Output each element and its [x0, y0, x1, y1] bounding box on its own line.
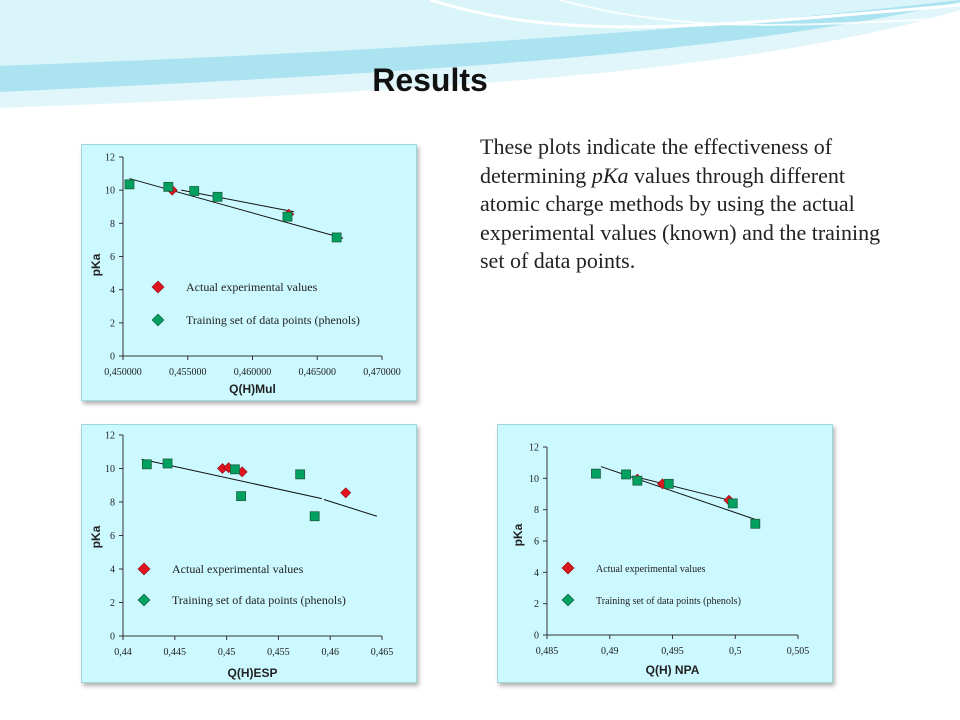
chart-mulliken: 0 2 4 6 8 10 12 0,450000 0,455000 0,460000 0,46500… — [89, 153, 401, 397]
x-tick-label: 0,44 — [114, 647, 132, 658]
trendline — [632, 475, 733, 502]
y-tick-label: 0 — [534, 631, 539, 642]
slide-title: Results — [372, 62, 488, 98]
chart-panel-esp: 0 2 4 6 8 10 12 0,44 0,445 0,45 0,455 0,46 0,465 Q(H)… — [81, 424, 417, 683]
legend-marker-training — [561, 593, 575, 607]
legend-label-actual: Actual experimental values — [596, 564, 706, 575]
y-tick-label: 10 — [105, 464, 115, 475]
training-set-point — [663, 478, 674, 489]
y-tick-label: 6 — [110, 531, 115, 542]
y-tick-label: 4 — [110, 565, 115, 576]
x-tick-label: 0,445 — [164, 647, 187, 658]
training-set-point — [236, 491, 247, 502]
y-tick-label: 8 — [110, 498, 115, 509]
y-axis-title: pKa — [89, 525, 103, 548]
trendline — [181, 189, 295, 213]
training-set-point — [124, 179, 135, 190]
training-set-point — [331, 232, 342, 243]
training-set-point — [141, 459, 152, 470]
trendline — [323, 499, 377, 517]
body-text-pka: pKa — [591, 162, 629, 188]
x-tick-label: 0,495 — [661, 646, 684, 657]
body-text-part-1: These plots indicate the effectiveness o… — [480, 134, 833, 188]
training-set-point — [189, 186, 200, 196]
body-text: These plots indicate the effectiveness o… — [480, 133, 900, 276]
trendline — [129, 178, 344, 239]
training-set-point — [282, 211, 293, 222]
chart-npa: 0 2 4 6 8 10 12 0,485 0,49 0,495 0,5 0,505 Q(H) NPA p… — [511, 443, 810, 678]
legend-label-actual: Actual experimental values — [172, 562, 304, 576]
training-set-point — [295, 469, 306, 480]
wave-line-white — [429, 0, 960, 29]
training-set-point — [621, 469, 631, 480]
training-set-point — [591, 468, 601, 479]
y-tick-label: 10 — [529, 474, 539, 485]
y-tick-label: 2 — [110, 598, 115, 609]
chart-panel-mulliken: 0 2 4 6 8 10 12 0,450000 0,455000 0,460000 0,46500… — [81, 144, 417, 401]
y-tick-label: 4 — [110, 285, 115, 296]
x-axis-title: Q(H)Mul — [229, 382, 276, 396]
y-tick-label: 0 — [110, 632, 115, 643]
training-set-point — [229, 464, 240, 475]
background-waves — [0, 0, 960, 108]
training-set-point — [163, 181, 174, 192]
x-tick-label: 0,49 — [601, 646, 619, 657]
legend-marker-actual — [137, 562, 151, 576]
legend-marker-training — [137, 593, 151, 607]
legend-marker-actual — [561, 561, 575, 575]
training-set-point — [750, 518, 761, 529]
chart-panel-npa: 0 2 4 6 8 10 12 0,485 0,49 0,495 0,5 0,505 Q(H) NPA p… — [497, 424, 833, 683]
wave-band-top — [0, 0, 960, 66]
x-tick-label: 0,470000 — [363, 367, 401, 378]
y-tick-label: 10 — [105, 186, 115, 197]
legend-label-training: Training set of data points (phenols) — [172, 593, 346, 607]
x-tick-label: 0,455 — [267, 647, 290, 658]
y-tick-label: 0 — [110, 352, 115, 363]
legend-label-training: Training set of data points (phenols) — [186, 313, 360, 327]
body-text-part-3: values through different atomic charge m… — [480, 162, 881, 274]
y-tick-label: 8 — [110, 219, 115, 230]
training-set-point — [309, 511, 320, 522]
legend-label-actual: Actual experimental values — [186, 280, 318, 294]
y-axis-title: pKa — [89, 253, 103, 276]
x-tick-label: 0,5 — [729, 646, 742, 657]
training-set-point — [162, 458, 173, 469]
x-tick-label: 0,485 — [536, 646, 559, 657]
x-tick-label: 0,465 — [371, 647, 394, 658]
x-tick-label: 0,46 — [321, 647, 339, 658]
actual-experimental-point — [340, 487, 352, 499]
x-axis-title: Q(H) NPA — [646, 663, 700, 677]
chart-esp: 0 2 4 6 8 10 12 0,44 0,445 0,45 0,455 0,46 0,465 Q(H)… — [89, 431, 394, 681]
training-set-point — [212, 191, 223, 202]
y-tick-label: 12 — [105, 431, 115, 442]
x-tick-label: 0,465000 — [299, 367, 337, 378]
y-tick-label: 2 — [110, 318, 115, 329]
y-tick-label: 2 — [534, 599, 539, 610]
x-tick-label: 0,45 — [218, 647, 236, 658]
training-set-point — [727, 498, 738, 509]
legend-marker-training — [151, 313, 165, 327]
legend-label-training: Training set of data points (phenols) — [596, 596, 741, 607]
y-tick-label: 6 — [110, 252, 115, 263]
y-tick-label: 4 — [534, 568, 539, 579]
training-set-point — [632, 475, 643, 486]
x-tick-label: 0,460000 — [234, 367, 272, 378]
x-tick-label: 0,505 — [787, 646, 810, 657]
x-tick-label: 0,450000 — [104, 367, 142, 378]
y-tick-label: 12 — [529, 443, 539, 454]
y-tick-label: 12 — [105, 153, 115, 164]
x-tick-label: 0,455000 — [169, 367, 207, 378]
wave-line-white-2 — [559, 0, 960, 26]
legend-marker-actual — [151, 280, 165, 294]
y-tick-label: 8 — [534, 505, 539, 516]
y-tick-label: 6 — [534, 537, 539, 548]
y-axis-title: pKa — [511, 523, 525, 546]
x-axis-title: Q(H)ESP — [227, 666, 277, 680]
